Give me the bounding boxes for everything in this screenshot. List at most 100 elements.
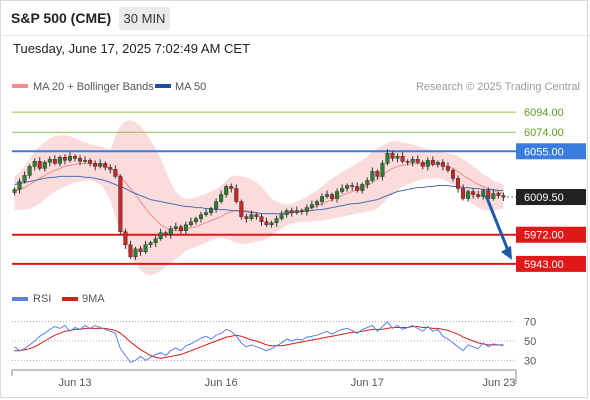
rsi-legend-swatch: [12, 297, 28, 301]
candle-body: [209, 208, 214, 213]
candle-body: [244, 216, 249, 219]
candle-body: [410, 159, 415, 163]
candle-body: [274, 218, 279, 223]
rsi-line: [14, 320, 504, 363]
candle-body: [103, 163, 108, 168]
candle-body: [259, 216, 264, 222]
ma9-legend-swatch: [62, 297, 78, 301]
candle-body: [294, 210, 299, 213]
level-tag-4: [516, 255, 586, 272]
current-price-tag: [516, 189, 586, 206]
candle-body: [466, 191, 471, 199]
candle-body: [32, 161, 37, 167]
candle-body: [153, 238, 158, 243]
candle-body: [198, 214, 203, 219]
candle-body: [461, 188, 466, 199]
level-tag-3: [516, 226, 586, 243]
candle-body: [476, 194, 481, 197]
interval-button[interactable]: 30 MIN: [119, 7, 170, 30]
candle-body: [340, 188, 345, 192]
level-label-2: 6055.00: [524, 146, 564, 158]
x-tick-label-1: Jun 16: [205, 377, 238, 389]
candle-body: [88, 160, 93, 164]
candle-body: [395, 156, 400, 159]
x-tick-label-0: Jun 13: [58, 377, 91, 389]
candle-body: [496, 193, 501, 196]
candle-body: [108, 167, 113, 170]
level-label-3: 5972.00: [524, 230, 564, 242]
candle-body: [98, 163, 103, 167]
candle-body: [143, 244, 148, 253]
candle-body: [330, 194, 335, 199]
candle-body: [425, 160, 430, 167]
ma50-legend-swatch: [155, 84, 171, 88]
candle-body: [309, 204, 314, 208]
candle-body: [435, 162, 440, 165]
ma20-legend-label: MA 20 + Bollinger Bands: [33, 81, 154, 93]
instrument-title: S&P 500 (CME): [11, 10, 112, 26]
candle-body: [62, 157, 67, 161]
rsi-tick-70: 70: [524, 317, 536, 329]
candle-body: [456, 178, 461, 189]
candle-body: [390, 153, 395, 159]
candle-body: [304, 207, 309, 212]
candle-body: [72, 156, 77, 159]
candle-body: [370, 171, 375, 181]
ma9-legend-label: 9MA: [82, 293, 105, 305]
candle-body: [239, 201, 244, 217]
candle-body: [335, 191, 340, 199]
header-bar: S&P 500 (CME) 30 MIN: [0, 0, 590, 36]
candle-body: [37, 161, 42, 169]
price-plot: 6094.00 6074.00 6055.00 5972.00 5943.00 6009.…: [12, 107, 586, 275]
ma20-legend-swatch: [12, 84, 28, 88]
candle-body: [325, 194, 330, 197]
candle-body: [193, 218, 198, 222]
candle-body: [183, 224, 188, 231]
rsi-legend-label: RSI: [33, 293, 51, 305]
candle-body: [355, 186, 360, 191]
forecast-arrow-head: [501, 245, 512, 260]
candle-body: [445, 166, 450, 171]
candle-body: [360, 184, 365, 191]
x-tick-label-3: Jun 23: [482, 377, 515, 389]
candle-body: [249, 214, 254, 219]
candle-body: [491, 193, 496, 199]
candle-body: [83, 160, 88, 162]
ma9-line: [14, 326, 504, 359]
level-label-4: 5943.00: [524, 259, 564, 271]
rsi-legend: RSI 9MA: [12, 293, 105, 305]
candle-body: [264, 221, 269, 225]
candle-body: [375, 171, 380, 177]
candle-body: [78, 158, 83, 162]
candle-body: [204, 212, 209, 215]
candle-body: [284, 210, 289, 215]
candle-body: [52, 159, 57, 164]
candle-body: [430, 160, 435, 165]
bollinger-band: [14, 120, 504, 275]
candle-body: [148, 242, 153, 245]
candle-body: [269, 222, 274, 225]
candle-body: [17, 181, 22, 190]
candle-body: [113, 169, 118, 177]
level-label-1: 6074.00: [524, 127, 564, 139]
candle-body: [27, 166, 32, 176]
candle-body: [420, 162, 425, 167]
ma50-line: [14, 175, 504, 215]
candle-body: [133, 248, 138, 258]
candle-body: [365, 180, 370, 185]
candle-body: [42, 162, 47, 169]
candle-body: [380, 163, 385, 177]
candle-body: [229, 186, 234, 189]
candle-body: [405, 161, 410, 163]
candle-body: [385, 153, 390, 164]
candle-body: [481, 190, 486, 197]
ma50-legend-label: MA 50: [175, 81, 206, 93]
candle-body: [178, 226, 183, 231]
candle-body: [47, 159, 52, 163]
candle-body: [93, 163, 98, 167]
candle-body: [224, 186, 229, 195]
candle-body: [22, 175, 27, 182]
candle-body: [12, 189, 17, 193]
